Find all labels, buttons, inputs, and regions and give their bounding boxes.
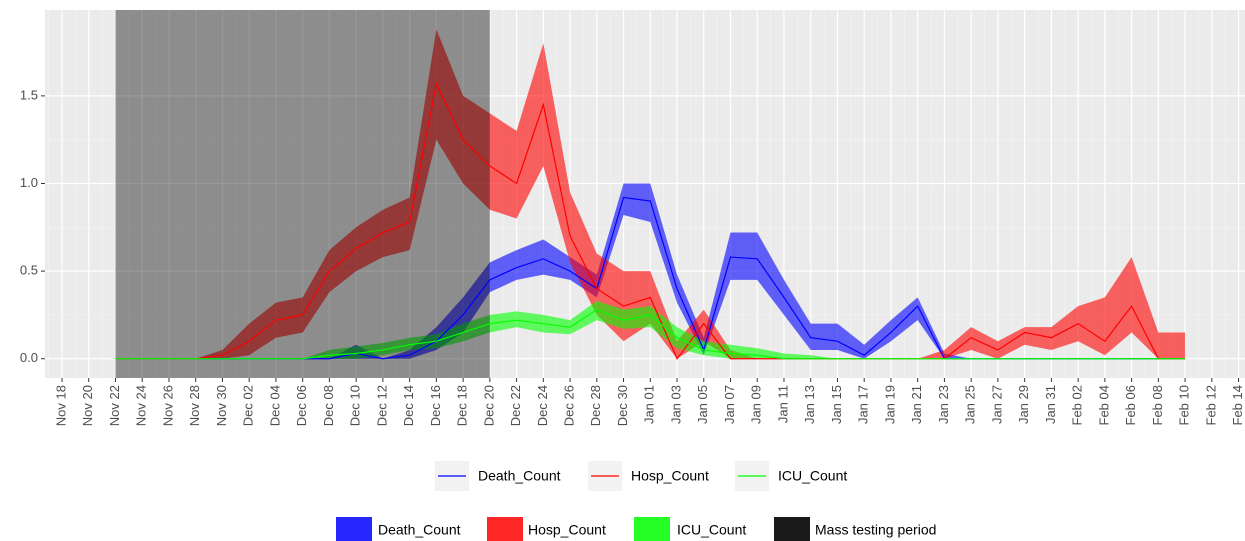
x-tick-label: Jan 01 [642,385,657,424]
x-tick-label: Nov 24 [134,385,149,426]
x-tick-label: Dec 02 [241,385,256,426]
legend-label: Mass testing period [815,522,936,538]
y-tick-label: 0.5 [20,263,38,278]
x-tick-label: Jan 31 [1043,385,1058,424]
legend-label: ICU_Count [778,468,847,484]
ribbon [115,29,1186,359]
x-tick-label: Dec 06 [294,385,309,426]
x-tick-label: Jan 23 [936,385,951,424]
x-tick-label: Dec 08 [321,385,336,426]
x-tick-label: Dec 04 [267,385,282,426]
x-tick-label: Nov 20 [80,385,95,426]
legend-label: Death_Count [478,468,561,484]
legend-label: Hosp_Count [528,522,606,538]
x-tick-label: Nov 18 [53,385,68,426]
x-tick-label: Dec 12 [374,385,389,426]
shaded-period [115,10,490,378]
x-tick-label: Jan 07 [722,385,737,424]
x-tick-label: Dec 30 [615,385,630,426]
y-tick-label: 0.0 [20,350,38,365]
x-tick-label: Jan 09 [749,385,764,424]
y-tick-label: 1.5 [20,87,38,102]
x-tick-label: Jan 17 [856,385,871,424]
x-tick-label: Feb 10 [1177,385,1192,425]
x-tick-label: Feb 14 [1230,385,1245,425]
x-tick-label: Nov 22 [107,385,122,426]
x-tick-label: Dec 24 [535,385,550,426]
x-tick-label: Nov 28 [187,385,202,426]
x-tick-label: Jan 15 [829,385,844,424]
x-tick-label: Jan 29 [1016,385,1031,424]
x-tick-label: Jan 27 [989,385,1004,424]
x-tick-label: Dec 18 [455,385,470,426]
x-tick-label: Jan 11 [775,385,790,423]
legend-fill [336,517,372,541]
legend-label: ICU_Count [677,522,746,538]
x-tick-label: Jan 05 [695,385,710,424]
series-line [115,308,1186,360]
x-tick-label: Feb 04 [1096,385,1111,425]
x-tick-label: Feb 08 [1150,385,1165,425]
x-tick-label: Dec 22 [508,385,523,426]
series-line [115,81,1186,360]
x-tick-label: Dec 10 [348,385,363,426]
legend-fill [634,517,670,541]
x-tick-label: Dec 14 [401,385,416,426]
ribbon [115,300,1186,359]
y-tick-label: 1.0 [20,175,38,190]
x-tick-label: Feb 12 [1203,385,1218,425]
legend-fill [487,517,523,541]
x-tick-label: Feb 02 [1070,385,1085,425]
x-tick-label: Jan 13 [802,385,817,424]
x-tick-label: Jan 25 [963,385,978,424]
x-tick-label: Jan 03 [668,385,683,424]
x-tick-label: Jan 21 [909,385,924,424]
x-tick-label: Feb 06 [1123,385,1138,425]
legend-fill [774,517,810,541]
ribbon [115,183,1186,359]
x-tick-label: Dec 16 [428,385,443,426]
x-tick-label: Nov 30 [214,385,229,426]
x-tick-label: Nov 26 [160,385,175,426]
legend-label: Hosp_Count [631,468,709,484]
x-tick-label: Jan 19 [882,385,897,424]
x-tick-label: Dec 26 [561,385,576,426]
legend-label: Death_Count [378,522,461,538]
x-tick-label: Dec 20 [481,385,496,426]
x-tick-label: Dec 28 [588,385,603,426]
